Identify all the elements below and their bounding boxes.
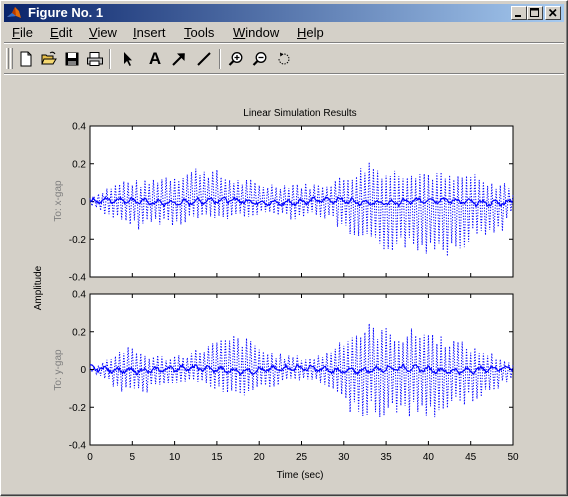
menu-insert[interactable]: Insert xyxy=(133,25,166,40)
menu-mnemonic: E xyxy=(50,25,59,40)
x-tick-label: 0 xyxy=(87,452,93,463)
subplot-x-gap[interactable]: -0.4 -0.2 0 0.2 0.4 xyxy=(69,122,514,284)
maximize-button[interactable] xyxy=(527,6,543,20)
edit-plot-arrow-icon xyxy=(124,52,132,66)
response-dotted-line xyxy=(89,162,514,257)
toolbar-grip[interactable] xyxy=(10,48,13,69)
menu-mnemonic: F xyxy=(12,25,20,40)
minimize-button[interactable] xyxy=(511,6,527,20)
x-tick-label: 50 xyxy=(507,452,519,463)
menu-label-rest: ools xyxy=(190,25,215,40)
x-tick-label: 15 xyxy=(211,452,223,463)
menu-help[interactable]: Help xyxy=(297,25,324,40)
y-tick-label: 0.4 xyxy=(72,122,86,133)
y-tick-label: 0.2 xyxy=(72,327,86,338)
response-solid-line xyxy=(89,196,513,208)
toolbar-divider xyxy=(4,42,564,44)
menu-mnemonic: I xyxy=(133,25,137,40)
print-button[interactable] xyxy=(85,49,105,69)
y-axis-label: Amplitude xyxy=(33,265,44,310)
y-tick-label: -0.4 xyxy=(69,273,87,284)
toolbar: A xyxy=(4,45,564,73)
menu-file[interactable]: File xyxy=(12,25,33,40)
plot-title: Linear Simulation Results xyxy=(243,108,356,119)
x-tick-label: 20 xyxy=(254,452,266,463)
zoom-out-button[interactable] xyxy=(250,49,270,69)
insert-line-icon xyxy=(197,52,211,66)
menu-label-rest: dit xyxy=(58,25,73,40)
x-tick-label: 5 xyxy=(130,452,136,463)
menu-mnemonic: T xyxy=(184,25,191,40)
insert-line-button[interactable] xyxy=(194,49,214,69)
window-title: Figure No. 1 xyxy=(28,5,104,20)
response-dotted-line xyxy=(89,323,514,418)
insert-arrow-icon xyxy=(172,53,185,66)
menu-mnemonic: W xyxy=(233,25,246,40)
edit-plot-button[interactable] xyxy=(118,49,138,69)
new-figure-icon xyxy=(20,51,32,67)
response-solid-line xyxy=(90,363,513,376)
minimize-icon xyxy=(515,15,521,17)
new-figure-button[interactable] xyxy=(16,49,36,69)
zoom-in-icon xyxy=(228,52,243,66)
y-tick-label: -0.2 xyxy=(69,235,87,246)
close-icon xyxy=(548,8,557,17)
y-tick-label: 0.4 xyxy=(72,290,86,301)
zoom-in-button[interactable] xyxy=(226,49,246,69)
x-tick-label: 25 xyxy=(296,452,308,463)
axes-box xyxy=(89,125,514,278)
y-tick-label: -0.2 xyxy=(69,403,87,414)
zoom-out-icon xyxy=(252,52,267,66)
insert-arrow-button[interactable] xyxy=(169,49,189,69)
y-tick-label: 0 xyxy=(80,365,86,376)
subplot-label-x-gap: To: x-gap xyxy=(53,180,64,222)
x-axis-label: Time (sec) xyxy=(277,470,324,481)
x-tick-label: 45 xyxy=(465,452,477,463)
open-file-icon xyxy=(41,51,57,65)
toolbar-grip[interactable] xyxy=(6,48,9,69)
print-icon xyxy=(87,52,103,66)
maximize-icon xyxy=(530,8,539,17)
toolbar-separator xyxy=(109,49,111,69)
x-tick-label: 10 xyxy=(169,452,181,463)
menu-label-rest: nsert xyxy=(136,25,166,40)
menu-mnemonic: V xyxy=(89,25,98,40)
rotate-3d-icon xyxy=(278,52,290,65)
title-bar[interactable]: Figure No. 1 xyxy=(4,4,564,22)
menu-label-rest: ile xyxy=(19,25,33,40)
rotate-3d-button[interactable] xyxy=(274,49,294,69)
x-tick-label: 35 xyxy=(381,452,393,463)
save-icon xyxy=(65,52,79,66)
y-tick-label: 0.2 xyxy=(72,159,86,170)
x-tick-label: 40 xyxy=(423,452,435,463)
menu-bar: File Edit View Insert Tools Window Help xyxy=(4,23,564,42)
y-tick-label: 0 xyxy=(80,197,86,208)
menu-mnemonic: H xyxy=(297,25,307,40)
menu-label-rest: indow xyxy=(245,25,280,40)
menu-view[interactable]: View xyxy=(89,25,117,40)
insert-text-icon: A xyxy=(148,49,162,68)
close-button[interactable] xyxy=(545,6,561,20)
x-tick-label: 30 xyxy=(338,452,350,463)
menu-edit[interactable]: Edit xyxy=(50,25,72,40)
menu-window[interactable]: Window xyxy=(233,25,279,40)
subplot-y-gap[interactable]: -0.4 -0.2 0 0.2 0.4 0 5 10 15 20 25 30 35 40 45 50 xyxy=(69,290,519,464)
toolbar-separator xyxy=(219,49,221,69)
menu-label-rest: elp xyxy=(306,25,324,40)
y-tick-label: -0.4 xyxy=(69,441,87,452)
open-file-button[interactable] xyxy=(39,49,59,69)
save-button[interactable] xyxy=(62,49,82,69)
menu-label-rest: iew xyxy=(97,25,117,40)
toolbar-divider xyxy=(4,73,564,75)
matlab-logo-icon xyxy=(7,7,21,18)
menu-tools[interactable]: Tools xyxy=(184,25,214,40)
insert-text-button[interactable]: A xyxy=(145,49,165,69)
subplot-label-y-gap: To: y-gap xyxy=(53,349,64,391)
